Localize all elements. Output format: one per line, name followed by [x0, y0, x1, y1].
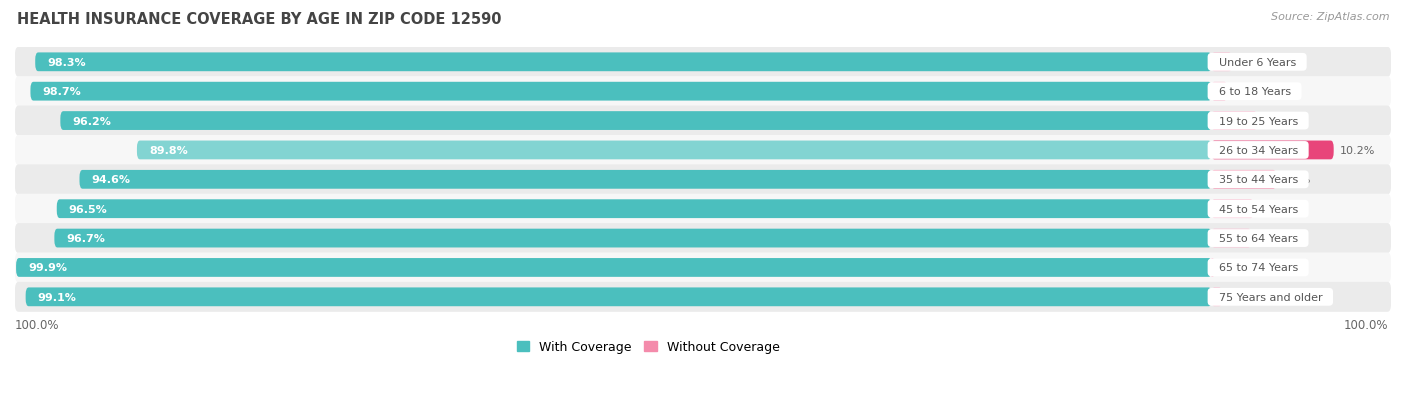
FancyBboxPatch shape	[1212, 83, 1227, 101]
Text: Under 6 Years: Under 6 Years	[1212, 58, 1303, 68]
Text: 94.6%: 94.6%	[91, 175, 131, 185]
Text: 45 to 54 Years: 45 to 54 Years	[1212, 204, 1305, 214]
Text: 100.0%: 100.0%	[1344, 318, 1389, 331]
FancyBboxPatch shape	[1212, 141, 1334, 160]
FancyBboxPatch shape	[25, 288, 1212, 306]
Text: 55 to 64 Years: 55 to 64 Years	[1212, 233, 1305, 244]
FancyBboxPatch shape	[15, 77, 1391, 107]
Text: 0.14%: 0.14%	[1219, 263, 1254, 273]
Text: 3.3%: 3.3%	[1257, 233, 1285, 244]
Text: 6 to 18 Years: 6 to 18 Years	[1212, 87, 1298, 97]
FancyBboxPatch shape	[60, 112, 1212, 131]
Text: 35 to 44 Years: 35 to 44 Years	[1212, 175, 1305, 185]
Text: 1.7%: 1.7%	[1237, 58, 1267, 68]
FancyBboxPatch shape	[15, 106, 1391, 136]
Text: 26 to 34 Years: 26 to 34 Years	[1212, 146, 1305, 156]
FancyBboxPatch shape	[1212, 112, 1257, 131]
FancyBboxPatch shape	[15, 135, 1391, 166]
Legend: With Coverage, Without Coverage: With Coverage, Without Coverage	[512, 335, 785, 358]
Text: 1.3%: 1.3%	[1233, 87, 1261, 97]
Text: 3.5%: 3.5%	[1260, 204, 1288, 214]
Text: 96.2%: 96.2%	[73, 116, 111, 126]
FancyBboxPatch shape	[15, 259, 1212, 277]
Text: HEALTH INSURANCE COVERAGE BY AGE IN ZIP CODE 12590: HEALTH INSURANCE COVERAGE BY AGE IN ZIP …	[17, 12, 502, 27]
FancyBboxPatch shape	[15, 48, 1391, 78]
Text: 75 Years and older: 75 Years and older	[1212, 292, 1329, 302]
Text: 19 to 25 Years: 19 to 25 Years	[1212, 116, 1305, 126]
FancyBboxPatch shape	[1212, 200, 1254, 218]
Text: 10.2%: 10.2%	[1340, 146, 1375, 156]
FancyBboxPatch shape	[1212, 53, 1232, 72]
Text: 99.9%: 99.9%	[28, 263, 67, 273]
FancyBboxPatch shape	[35, 53, 1212, 72]
FancyBboxPatch shape	[55, 229, 1212, 248]
Text: 96.7%: 96.7%	[66, 233, 105, 244]
Text: 0.87%: 0.87%	[1227, 292, 1264, 302]
FancyBboxPatch shape	[80, 171, 1212, 189]
Text: 98.3%: 98.3%	[48, 58, 86, 68]
FancyBboxPatch shape	[15, 253, 1391, 283]
FancyBboxPatch shape	[1212, 288, 1222, 306]
FancyBboxPatch shape	[15, 223, 1391, 254]
Text: Source: ZipAtlas.com: Source: ZipAtlas.com	[1271, 12, 1389, 22]
FancyBboxPatch shape	[15, 165, 1391, 195]
Text: 100.0%: 100.0%	[15, 318, 59, 331]
FancyBboxPatch shape	[1211, 259, 1215, 277]
Text: 5.4%: 5.4%	[1282, 175, 1310, 185]
FancyBboxPatch shape	[136, 141, 1212, 160]
FancyBboxPatch shape	[15, 282, 1391, 312]
FancyBboxPatch shape	[15, 194, 1391, 224]
Text: 65 to 74 Years: 65 to 74 Years	[1212, 263, 1305, 273]
Text: 3.8%: 3.8%	[1263, 116, 1291, 126]
FancyBboxPatch shape	[1212, 171, 1277, 189]
Text: 89.8%: 89.8%	[149, 146, 188, 156]
Text: 96.5%: 96.5%	[69, 204, 108, 214]
FancyBboxPatch shape	[31, 83, 1212, 101]
FancyBboxPatch shape	[56, 200, 1212, 218]
Text: 99.1%: 99.1%	[38, 292, 76, 302]
FancyBboxPatch shape	[1212, 229, 1251, 248]
Text: 98.7%: 98.7%	[42, 87, 82, 97]
